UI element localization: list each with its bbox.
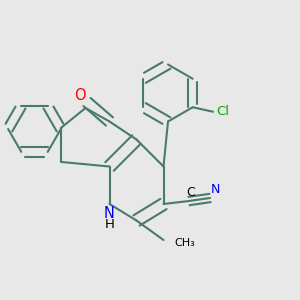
Text: C: C <box>186 186 195 199</box>
Text: O: O <box>74 88 85 103</box>
Text: Cl: Cl <box>217 105 230 118</box>
Text: N: N <box>104 206 115 220</box>
Text: CH₃: CH₃ <box>174 238 195 248</box>
Text: N: N <box>211 183 220 196</box>
Text: H: H <box>105 218 114 231</box>
